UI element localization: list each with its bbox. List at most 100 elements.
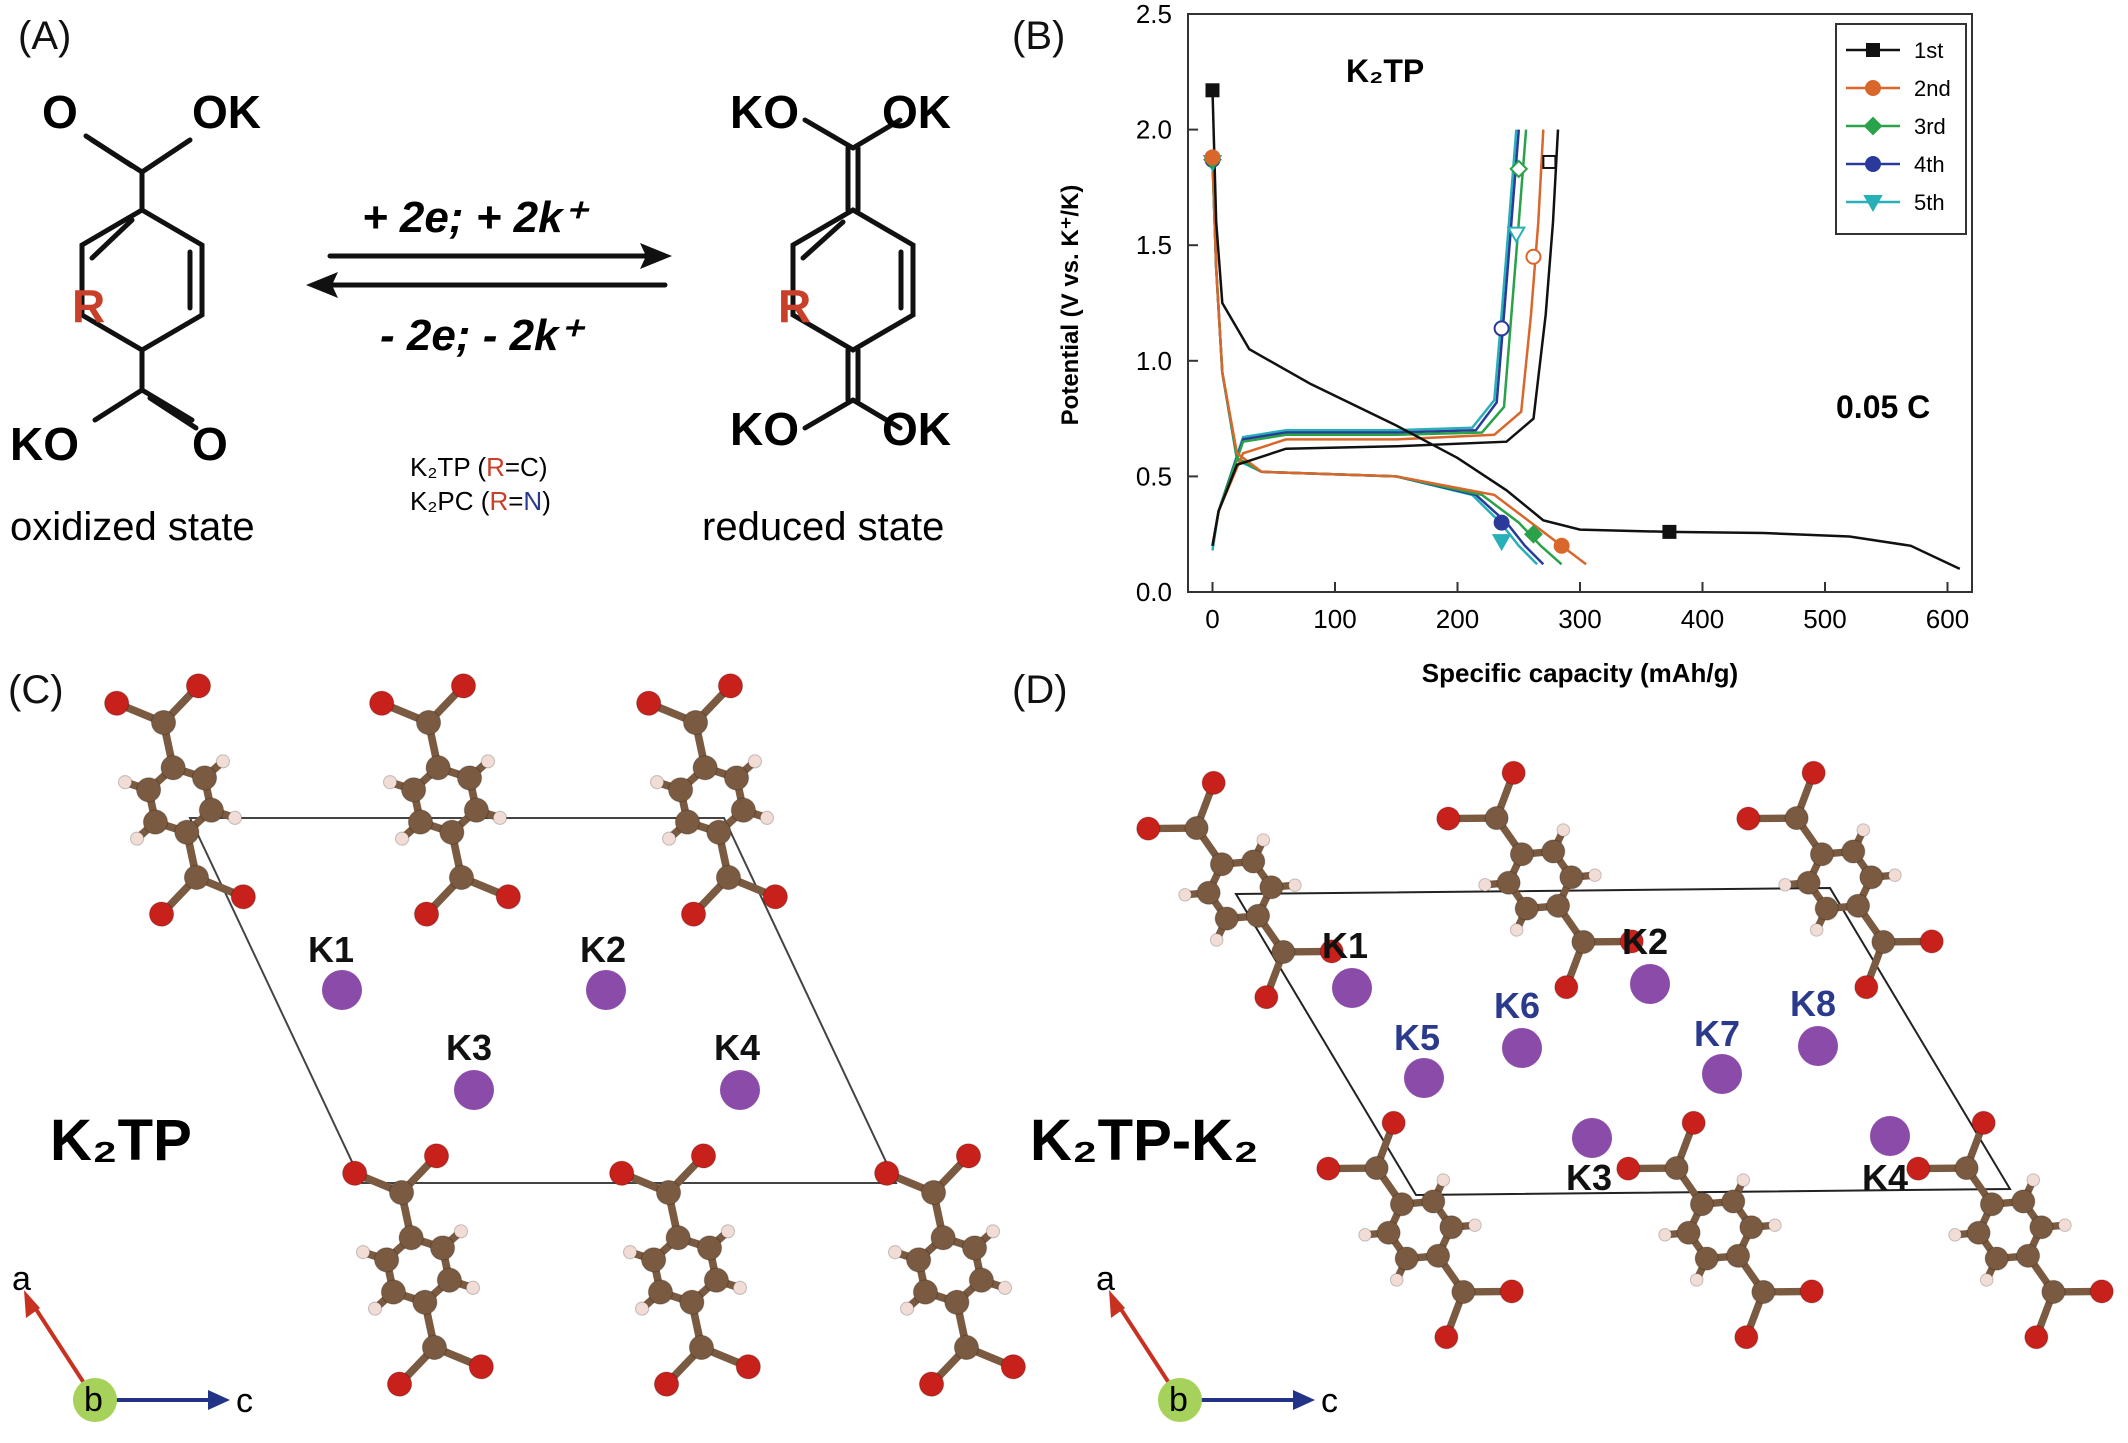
hydrogen-atom [215, 754, 231, 769]
ox-state-label: oxidized state [10, 505, 255, 549]
carbon-atom [439, 819, 465, 845]
carbon-atom [703, 1267, 730, 1293]
potassium-atom [1702, 1054, 1742, 1094]
potassium-atom [454, 1070, 494, 1110]
hydrogen-atom [1979, 1273, 1994, 1287]
oxygen-atom [342, 1160, 368, 1186]
red-state-label: reduced state [702, 505, 944, 549]
oxygen-atom [1316, 1156, 1341, 1181]
potassium-atom [586, 970, 626, 1010]
carbon-atom [429, 1235, 456, 1261]
terephthalate-molecule [1136, 770, 1344, 1010]
potassium-atom [1798, 1026, 1838, 1066]
carbon-atom [682, 709, 709, 736]
oxygen-atom [369, 690, 395, 716]
carbon-atom [425, 755, 451, 781]
carbon-atom [1484, 805, 1509, 831]
carbon-atom [1425, 1243, 1451, 1268]
carbon-atom [696, 1235, 723, 1261]
oxygen-atom [1501, 760, 1526, 785]
y-tick-label: 2.0 [1136, 115, 1172, 145]
carbon-atom [407, 809, 434, 835]
potassium-label: K8 [1790, 983, 1836, 1024]
carbon-atom [665, 1225, 691, 1251]
carbon-atom [415, 709, 442, 736]
series-line-2nd-charge [1211, 129, 1545, 547]
hydrogen-atom [465, 1280, 481, 1295]
oxygen-atom [690, 1143, 717, 1169]
red-top-ko: KO [730, 86, 799, 138]
panel-a-label: (A) [18, 14, 72, 58]
marker-3rd [1524, 524, 1543, 544]
carbon-atom [1796, 870, 1821, 895]
oxygen-atom [185, 673, 212, 699]
panel-c-label: (C) [8, 668, 64, 712]
series-line-5th-charge [1211, 129, 1518, 551]
series-line-4th-charge [1211, 129, 1521, 547]
hydrogen-atom [1288, 878, 1302, 893]
hydrogen-atom [2058, 1218, 2072, 1233]
panel-c-title: K₂TP [50, 1108, 192, 1173]
hydrogen-atom [1436, 1173, 1451, 1187]
chart-ylabel: Potential (V vs. K⁺/K) [1057, 185, 1084, 426]
carbon-atom [1739, 1215, 1764, 1240]
hydrogen-atom [1689, 1273, 1704, 1287]
marker-2nd [1553, 537, 1570, 554]
carbon-atom [1984, 1246, 2009, 1271]
panel-a-reaction-scheme [79, 117, 916, 431]
carbon-atom [667, 777, 694, 803]
potassium-label: K5 [1394, 1017, 1440, 1058]
legend-marker [1865, 80, 1881, 96]
carbon-atom [183, 864, 210, 891]
potassium-label: K3 [446, 1027, 492, 1068]
oxygen-atom [1136, 816, 1161, 841]
equilibrium-arrows [306, 243, 672, 298]
carbon-atom [679, 1289, 705, 1315]
chart-annotation: 0.05 C [1836, 389, 1930, 425]
oxygen-atom [874, 1160, 900, 1186]
series-line-1st-discharge [1211, 90, 1961, 571]
carbon-atom [174, 819, 200, 845]
carbon-atom [2015, 1243, 2041, 1268]
oxygen-atom [495, 884, 521, 910]
hydrogen-atom [1588, 868, 1602, 883]
carbon-atom [456, 765, 483, 791]
carbon-atom [380, 1279, 407, 1305]
hydrogen-atom [1358, 1227, 1372, 1242]
carbon-atom [1376, 1220, 1401, 1245]
hydrogen-atom [887, 1245, 903, 1260]
carbon-atom [1694, 1246, 1719, 1271]
hydrogen-atom [480, 754, 496, 769]
potassium-atom [1404, 1058, 1444, 1098]
carbon-atom [388, 1179, 415, 1206]
carbon-atom [953, 1334, 980, 1361]
x-tick-label: 500 [1803, 604, 1846, 634]
carbon-atom [961, 1235, 988, 1261]
hydrogen-atom [117, 775, 133, 790]
carbon-atom [1676, 1220, 1701, 1245]
oxygen-atom [413, 901, 440, 927]
hydrogen-atom [985, 1224, 1001, 1239]
carbon-atom [150, 709, 177, 736]
oxygen-atom [1554, 975, 1579, 1000]
carbon-atom [1389, 1192, 1415, 1217]
hydrogen-atom [394, 831, 410, 846]
legend-marker [1863, 116, 1883, 136]
carbon-atom [1214, 906, 1239, 931]
terephthalate-molecule [874, 1143, 1026, 1397]
oxygen-atom [1201, 770, 1226, 795]
oxygen-atom [1971, 1110, 1996, 1135]
unit-cell-d [1234, 886, 2012, 1197]
forward-reaction-label: + 2e; + 2k⁺ [362, 193, 590, 242]
legend-label: 1st [1914, 38, 1943, 63]
terephthalate-molecule [636, 673, 788, 927]
carbon-atom [723, 765, 750, 791]
carbon-atom [655, 1179, 682, 1206]
hydrogen-atom [1658, 1227, 1672, 1242]
carbon-atom [1271, 939, 1296, 965]
marker-2nd [1204, 149, 1221, 166]
potassium-atom [720, 1070, 760, 1110]
oxygen-atom [2089, 1279, 2114, 1304]
carbon-atom [1871, 929, 1896, 955]
